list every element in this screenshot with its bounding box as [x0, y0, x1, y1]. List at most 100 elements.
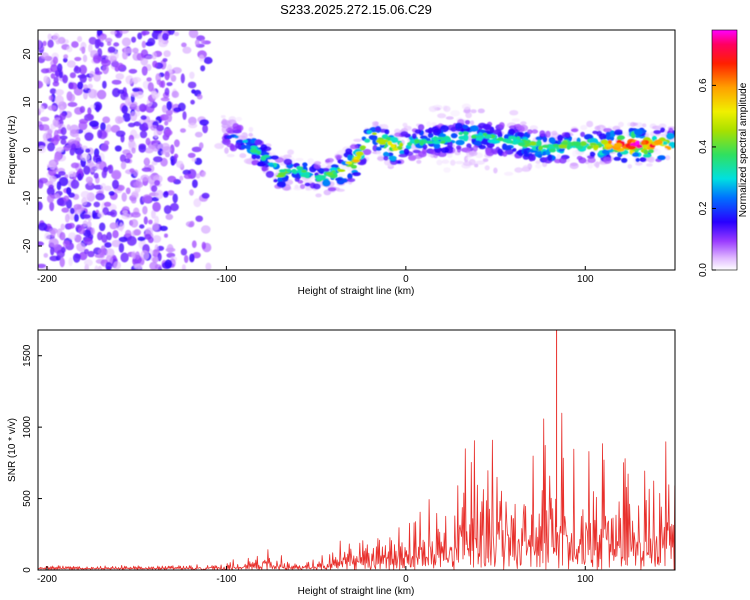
- spectrogram-cell: [416, 159, 422, 164]
- spectrogram-cell: [537, 154, 543, 158]
- spectrogram-cell: [169, 203, 179, 212]
- spectrogram-cell: [63, 54, 69, 59]
- spectrogram-cell: [84, 259, 93, 267]
- spectrogram-cell: [122, 210, 128, 215]
- spectrogram-cell: [112, 230, 119, 239]
- spectrogram-cell: [139, 130, 148, 139]
- spectrogram-cell: [601, 149, 610, 155]
- spectrogram-cell: [96, 38, 102, 47]
- spectrogram-cell: [68, 93, 76, 103]
- spectrogram-cell: [74, 133, 80, 138]
- spectrogram-y-tick-label: 20: [22, 48, 33, 60]
- spectrogram-cell: [167, 190, 175, 196]
- spectrogram-cell: [463, 131, 469, 136]
- spectrogram-cell: [89, 70, 95, 78]
- spectrogram-cell: [660, 127, 666, 133]
- spectrogram-cell: [62, 240, 70, 247]
- spectrogram-cell: [357, 166, 362, 171]
- spectrogram-cell: [113, 261, 121, 270]
- spectrogram-cell: [104, 242, 112, 248]
- spectrogram-cell: [375, 146, 382, 151]
- spectrogram-cell: [474, 140, 482, 146]
- spectrogram-cell: [152, 30, 163, 34]
- spectrogram-cell: [111, 239, 122, 248]
- spectrogram-cell: [447, 140, 453, 148]
- spectrogram-cell: [665, 155, 671, 161]
- spectrogram-cell: [130, 219, 139, 228]
- spectrogram-cell: [636, 144, 643, 149]
- spectrogram-cell: [49, 201, 55, 212]
- spectrogram-cell: [125, 75, 134, 85]
- spectrogram-cell: [145, 137, 151, 146]
- spectrogram-cell: [586, 146, 592, 150]
- spectrogram-cell: [657, 155, 666, 161]
- spectrogram-cell: [130, 92, 140, 97]
- spectrogram-cell: [188, 30, 199, 39]
- spectrogram-cell: [54, 193, 60, 199]
- spectrogram-cell: [182, 46, 192, 54]
- spectrogram-cell: [144, 157, 150, 166]
- spectrogram-cell: [461, 124, 469, 129]
- spectrogram-cell: [293, 186, 302, 191]
- spectrogram-cell: [151, 185, 158, 193]
- spectrogram-cell: [109, 222, 118, 230]
- spectrogram-cell: [88, 43, 93, 53]
- spectrogram-cell: [523, 153, 530, 157]
- spectrogram-cell: [155, 189, 164, 200]
- spectrogram-cell: [482, 132, 488, 137]
- spectrogram-cell: [164, 120, 169, 126]
- spectrogram-cell: [151, 51, 157, 60]
- spectrogram-cell: [283, 154, 292, 159]
- spectrogram-cell: [124, 158, 131, 164]
- spectrogram-cell: [403, 148, 410, 156]
- spectrogram-cell: [138, 144, 147, 153]
- spectrogram-cell: [497, 148, 503, 155]
- spectrogram-cell: [163, 129, 173, 136]
- spectrogram-cell: [522, 164, 529, 172]
- spectrogram-cell: [593, 144, 599, 149]
- spectrogram-cell: [82, 214, 91, 219]
- spectrogram-cell: [80, 190, 90, 199]
- spectrogram-cell: [205, 262, 212, 270]
- spectrogram-cell: [300, 174, 309, 178]
- spectrogram-cell: [118, 243, 125, 253]
- spectrogram-cell: [48, 227, 58, 235]
- spectrogram-cell: [436, 159, 443, 166]
- spectrogram-cell: [149, 261, 159, 270]
- spectrogram-cell: [70, 179, 80, 189]
- spectrogram-x-tick-label: 0: [403, 274, 409, 285]
- spectrogram-cell: [345, 161, 353, 165]
- spectrogram-cell: [613, 142, 623, 148]
- spectrogram-cell: [163, 50, 171, 58]
- spectrogram-cell: [538, 145, 543, 151]
- spectrogram-cell: [66, 60, 76, 68]
- spectrogram-cell: [67, 102, 78, 107]
- spectrogram-cell: [102, 116, 111, 124]
- colorbar-gradient: [711, 29, 738, 271]
- spectrogram-cell: [87, 83, 93, 89]
- spectrogram-cell: [313, 164, 322, 169]
- snr-panel: -200 -100 0 100 0 500 1000 1500 Height of stra…: [7, 329, 676, 597]
- spectrogram-cell: [141, 40, 147, 49]
- spectrogram-cell: [169, 144, 175, 155]
- spectrogram-cell: [68, 171, 77, 178]
- spectrogram-cell: [156, 79, 162, 86]
- spectrogram-cell: [174, 31, 180, 37]
- spectrogram-cell: [117, 89, 125, 94]
- spectrogram-cell: [351, 159, 361, 163]
- spectrogram-cell: [140, 250, 150, 261]
- spectrogram-cell: [173, 107, 182, 113]
- spectrogram-cell: [128, 139, 136, 149]
- spectrogram-cell: [38, 80, 44, 89]
- colorbar-tick-label: 0.2: [698, 201, 709, 215]
- spectrogram-cell: [42, 40, 47, 47]
- spectrogram-cell: [634, 128, 643, 136]
- spectrogram-cell: [90, 227, 95, 235]
- spectrogram-cell: [255, 155, 261, 160]
- spectrogram-cell: [335, 177, 343, 182]
- spectrogram-cell: [394, 132, 402, 137]
- spectrogram-cell: [374, 121, 379, 128]
- spectrogram-cell: [97, 211, 105, 218]
- spectrogram-cell: [114, 145, 122, 152]
- colorbar: 0.0 0.2 0.4 0.6 Normalized spectral amplitu…: [698, 29, 749, 277]
